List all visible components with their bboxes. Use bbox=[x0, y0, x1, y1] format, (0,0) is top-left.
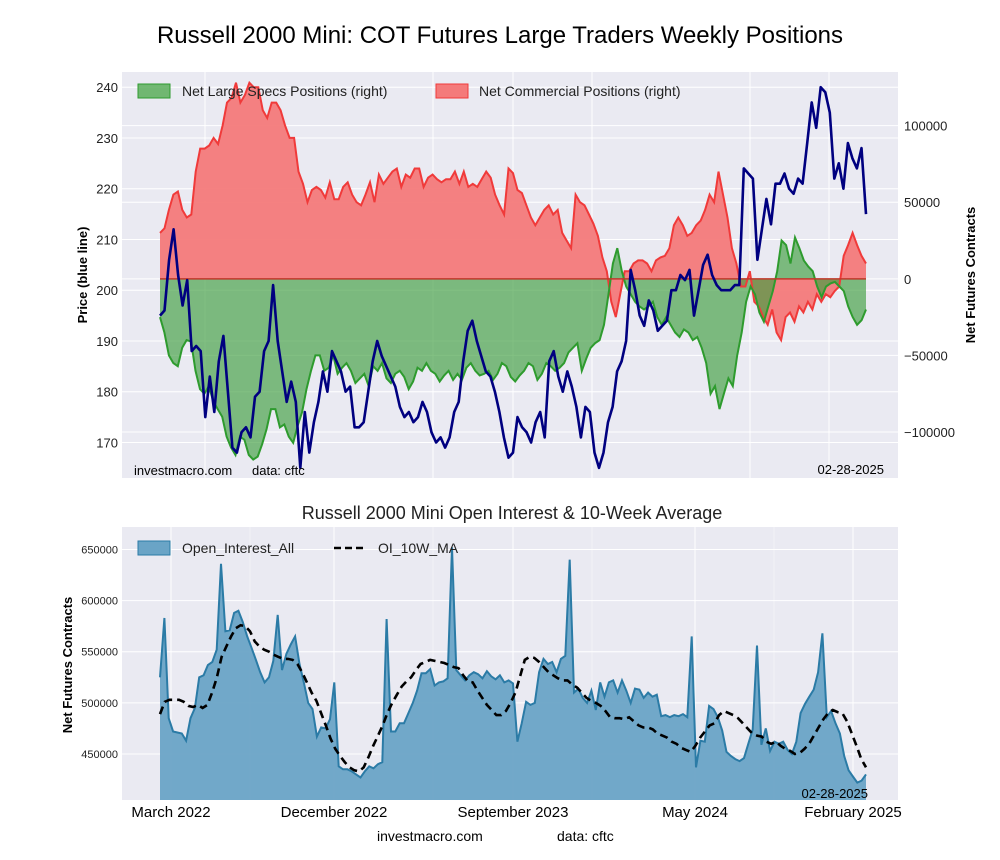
legend-label-ma: OI_10W_MA bbox=[378, 540, 459, 556]
legend-label-specs: Net Large Specs Positions (right) bbox=[182, 83, 387, 99]
y-tick-left: 190 bbox=[96, 334, 118, 349]
chart-title: Russell 2000 Mini: COT Futures Large Tra… bbox=[156, 22, 844, 49]
top-yticks-right: −100000 −50000 0 50000 100000 bbox=[904, 119, 955, 440]
legend-label-oi: Open_Interest_All bbox=[182, 540, 294, 556]
bottom-yticks: 450000 500000 550000 600000 650000 bbox=[81, 544, 118, 760]
top-lines bbox=[159, 80, 868, 470]
watermark-site: investmacro.com bbox=[134, 463, 232, 478]
x-tick: December 2022 bbox=[281, 804, 388, 821]
line-open-interest bbox=[159, 547, 867, 784]
line-specs bbox=[159, 233, 867, 461]
x-tick: September 2023 bbox=[458, 804, 569, 821]
y-axis-label-contracts: Net Futures Contracts bbox=[963, 207, 978, 344]
top-yticks-left: 170 180 190 200 210 220 230 240 bbox=[96, 80, 118, 450]
area-specs bbox=[160, 237, 866, 460]
x-tick: March 2022 bbox=[131, 804, 210, 821]
y-tick-right: −100000 bbox=[904, 425, 955, 440]
y-tick-oi: 600000 bbox=[81, 596, 118, 608]
legend-swatch-commercial bbox=[435, 83, 469, 99]
y-tick-right: 0 bbox=[904, 272, 911, 287]
y-tick-oi: 450000 bbox=[81, 749, 118, 761]
line-oi-10w-ma bbox=[158, 623, 868, 773]
y-tick-oi: 650000 bbox=[81, 544, 118, 556]
legend-swatch-specs bbox=[137, 83, 171, 99]
footer-data: data: cftc bbox=[557, 828, 614, 844]
bottom-fills bbox=[158, 547, 868, 800]
y-tick-left: 170 bbox=[96, 435, 118, 450]
legend-label-commercial: Net Commercial Positions (right) bbox=[479, 83, 681, 99]
x-tick: February 2025 bbox=[804, 804, 902, 821]
y-tick-left: 220 bbox=[96, 182, 118, 197]
bottom-date-label: 02-28-2025 bbox=[802, 786, 869, 801]
subtitle-open-interest: Russell 2000 Mini Open Interest & 10-Wee… bbox=[301, 503, 723, 523]
y-axis-label-price: Price (blue line) bbox=[75, 227, 90, 324]
y-tick-left: 210 bbox=[96, 232, 118, 247]
y-tick-right: −50000 bbox=[904, 348, 948, 363]
bottom-xticks: March 2022 December 2022 September 2023 May… bbox=[131, 804, 901, 821]
y-tick-left: 230 bbox=[96, 131, 118, 146]
y-tick-oi: 550000 bbox=[81, 647, 118, 659]
y-tick-right: 100000 bbox=[904, 119, 947, 134]
y-tick-left: 240 bbox=[96, 80, 118, 95]
y-tick-right: 50000 bbox=[904, 195, 940, 210]
x-tick: May 2024 bbox=[662, 804, 728, 821]
top-date-label: 02-28-2025 bbox=[818, 462, 885, 477]
line-commercial bbox=[159, 80, 867, 343]
line-price bbox=[159, 85, 868, 470]
y-tick-left: 200 bbox=[96, 283, 118, 298]
legend-swatch-oi bbox=[137, 540, 171, 556]
y-tick-left: 180 bbox=[96, 385, 118, 400]
y-tick-oi: 500000 bbox=[81, 698, 118, 710]
y-axis-label-oi: Net Futures Contracts bbox=[60, 597, 75, 734]
footer-site: investmacro.com bbox=[377, 828, 483, 844]
watermark-data: data: cftc bbox=[252, 463, 305, 478]
